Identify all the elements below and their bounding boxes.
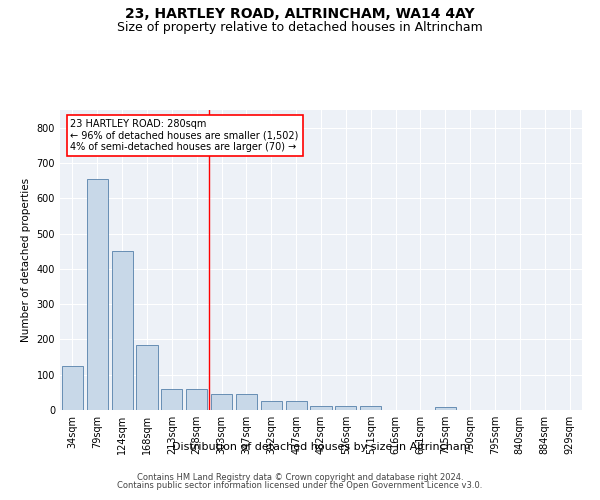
Text: Contains public sector information licensed under the Open Government Licence v3: Contains public sector information licen… xyxy=(118,481,482,490)
Text: Distribution of detached houses by size in Altrincham: Distribution of detached houses by size … xyxy=(172,442,470,452)
Text: Size of property relative to detached houses in Altrincham: Size of property relative to detached ho… xyxy=(117,21,483,34)
Text: 23 HARTLEY ROAD: 280sqm
← 96% of detached houses are smaller (1,502)
4% of semi-: 23 HARTLEY ROAD: 280sqm ← 96% of detache… xyxy=(70,119,299,152)
Bar xyxy=(360,406,381,410)
Bar xyxy=(87,179,108,410)
Bar xyxy=(335,406,356,410)
Bar xyxy=(161,389,182,410)
Bar xyxy=(211,394,232,410)
Bar xyxy=(136,344,158,410)
Y-axis label: Number of detached properties: Number of detached properties xyxy=(21,178,31,342)
Bar xyxy=(112,251,133,410)
Bar xyxy=(186,389,207,410)
Bar xyxy=(62,366,83,410)
Text: 23, HARTLEY ROAD, ALTRINCHAM, WA14 4AY: 23, HARTLEY ROAD, ALTRINCHAM, WA14 4AY xyxy=(125,8,475,22)
Text: Contains HM Land Registry data © Crown copyright and database right 2024.: Contains HM Land Registry data © Crown c… xyxy=(137,472,463,482)
Bar xyxy=(310,406,332,410)
Bar xyxy=(236,394,257,410)
Bar xyxy=(261,401,282,410)
Bar xyxy=(286,401,307,410)
Bar xyxy=(435,407,456,410)
